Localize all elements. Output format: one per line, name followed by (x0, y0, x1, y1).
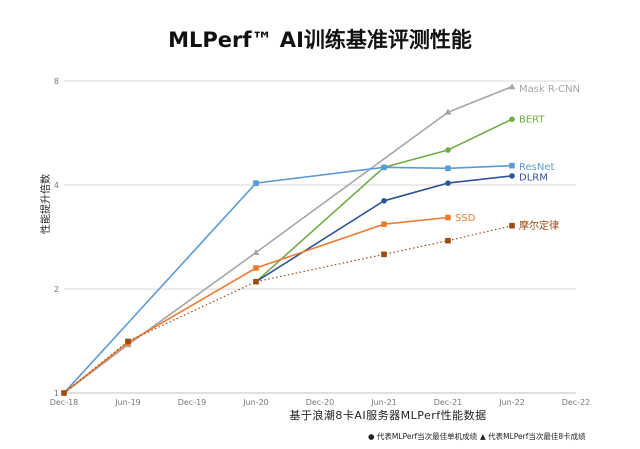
series-0-point-2 (252, 249, 260, 256)
x-tick-dec-20: Dec-20 (306, 398, 335, 407)
chart-title: MLPerf™ AI训练基准评测性能 (168, 28, 472, 52)
series-4 (63, 214, 451, 394)
series-2 (63, 162, 515, 394)
series-2-point-4 (509, 162, 515, 169)
series-0-point-3 (444, 108, 452, 115)
y-axis-label: 性能提升倍数 (39, 174, 52, 234)
series-5-point-1 (125, 338, 131, 345)
x-tick-dec-22: Dec-22 (562, 398, 591, 407)
series-group (61, 83, 516, 396)
series-5 (61, 222, 515, 396)
legend-item-4: SSD (455, 213, 476, 224)
y-tick-2: 2 (54, 285, 59, 294)
series-3-point-2 (445, 180, 451, 186)
legend-label-4: SSD (455, 213, 476, 224)
series-5-point-2 (253, 278, 259, 285)
series-5-point-4 (445, 237, 451, 244)
series-5-point-3 (381, 251, 387, 258)
series-2-point-3 (445, 165, 451, 172)
y-tick-4: 4 (54, 181, 59, 190)
legend-item-5: 摩尔定律 (519, 219, 559, 232)
x-tick-dec-21: Dec-21 (434, 398, 463, 407)
series-2-point-2 (381, 164, 387, 171)
series-5-point-5 (509, 222, 515, 229)
x-tick-dec-19: Dec-19 (178, 398, 207, 407)
footnote-circle: ● 代表MLPerf当次最佳单机成绩 (368, 431, 478, 441)
y-tick-8: 8 (54, 77, 59, 86)
series-3-line (255, 175, 513, 283)
series-3-point-1 (381, 198, 387, 204)
series-1-point-2 (445, 147, 451, 153)
x-tick-jun-19: Jun-19 (114, 398, 141, 407)
series-1-point-3 (509, 116, 515, 123)
series-3-point-3 (509, 173, 515, 179)
x-tick-jun-22: Jun-22 (498, 398, 525, 407)
x-tick-jun-20: Jun-20 (242, 398, 269, 407)
legend-item-2: ResNet (519, 162, 554, 173)
series-4-point-3 (381, 221, 387, 228)
series-5-point-0 (61, 390, 67, 396)
series-4-point-4 (445, 214, 451, 221)
legend-label-1: BERT (519, 115, 545, 126)
legend-item-0: Mask R-CNN (519, 84, 580, 95)
y-tick-labels: 1 2 4 8 (54, 77, 59, 398)
grid (64, 80, 576, 290)
x-axis-label: 基于浪潮8卡AI服务器MLPerf性能数据 (289, 408, 486, 422)
series-4-point-2 (253, 265, 259, 271)
legend-item-1: BERT (519, 115, 545, 126)
x-tick-jun-21: Jun-21 (370, 398, 397, 407)
x-tick-dec-18: Dec-18 (50, 398, 79, 407)
legend-item-3: DLRM (519, 172, 548, 183)
legend-label-0: Mask R-CNN (519, 84, 580, 95)
legend-label-3: DLRM (519, 172, 548, 183)
series-1-line (255, 118, 513, 283)
footnote-triangle: ▲ 代表MLPerf当次最佳8卡成绩 (480, 431, 586, 441)
series-3 (255, 173, 515, 283)
series-0-point-4 (508, 83, 516, 90)
legend-label-5: 摩尔定律 (519, 219, 559, 232)
legend-label-2: ResNet (519, 162, 554, 173)
series-2-line (63, 164, 513, 394)
x-tick-labels: Dec-18 Jun-19 Dec-19 Jun-20 Dec-20 Jun-21 Dec-… (50, 398, 591, 407)
y-tick-1: 1 (54, 389, 59, 398)
series-4-line (63, 216, 449, 394)
series-5-line (63, 225, 513, 394)
series-2-point-1 (253, 180, 259, 186)
